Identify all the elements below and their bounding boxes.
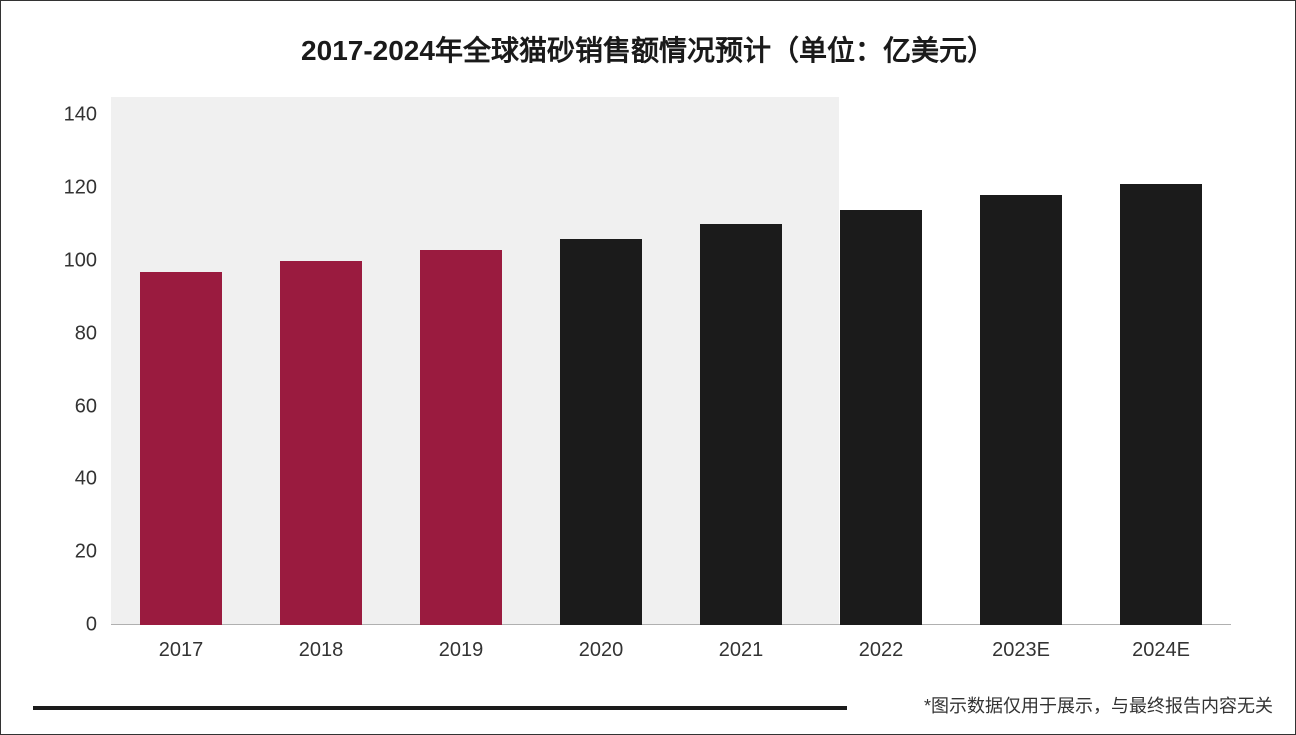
- x-tick-label: 2022: [811, 625, 951, 662]
- bar: [840, 210, 921, 625]
- y-tick-label: 120: [64, 177, 111, 200]
- footer-rule: [33, 706, 847, 710]
- bar: [420, 250, 501, 625]
- bar: [140, 272, 221, 625]
- y-tick-label: 80: [75, 322, 111, 345]
- x-tick-label: 2024E: [1091, 625, 1231, 662]
- chart-title: 2017-2024年全球猫砂销售额情况预计（单位：亿美元）: [1, 29, 1295, 69]
- bar: [1120, 184, 1201, 625]
- x-tick-label: 2019: [391, 625, 531, 662]
- x-tick-label: 2017: [111, 625, 251, 662]
- bars-container: 2017201820192020202120222023E2024E: [111, 97, 1231, 625]
- bar: [700, 224, 781, 625]
- bar-slot: 2024E: [1091, 97, 1231, 625]
- bar-slot: 2021: [671, 97, 811, 625]
- bar: [560, 239, 641, 625]
- y-tick-label: 20: [75, 541, 111, 564]
- y-tick-label: 100: [64, 249, 111, 272]
- y-tick-label: 40: [75, 468, 111, 491]
- footnote: *图示数据仅用于展示，与最终报告内容无关: [924, 692, 1273, 718]
- x-tick-label: 2018: [251, 625, 391, 662]
- bar-slot: 2022: [811, 97, 951, 625]
- bar: [980, 195, 1061, 625]
- x-tick-label: 2021: [671, 625, 811, 662]
- y-tick-label: 60: [75, 395, 111, 418]
- y-tick-label: 0: [86, 614, 111, 637]
- x-tick-label: 2023E: [951, 625, 1091, 662]
- bar: [280, 261, 361, 625]
- chart-frame: 2017-2024年全球猫砂销售额情况预计（单位：亿美元） 0204060801…: [0, 0, 1296, 735]
- bar-slot: 2017: [111, 97, 251, 625]
- bar-slot: 2019: [391, 97, 531, 625]
- bar-slot: 2023E: [951, 97, 1091, 625]
- chart-region: 020406080100120140 201720182019202020212…: [111, 97, 1231, 625]
- y-tick-label: 140: [64, 104, 111, 127]
- bar-slot: 2020: [531, 97, 671, 625]
- x-tick-label: 2020: [531, 625, 671, 662]
- bar-slot: 2018: [251, 97, 391, 625]
